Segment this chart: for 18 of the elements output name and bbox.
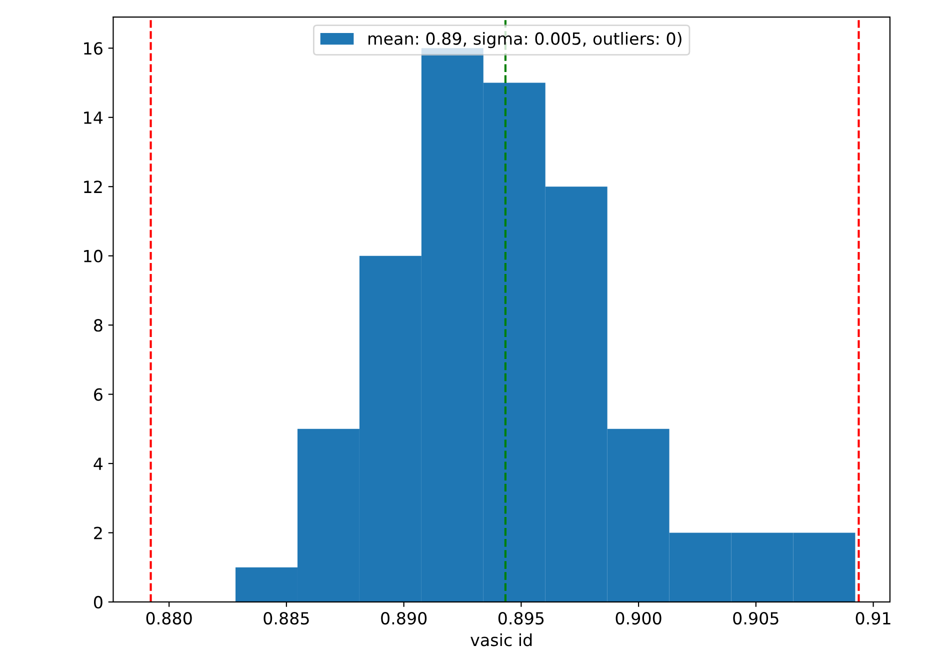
y-tick-label: 16 [84,42,102,55]
x-tick-label: 0.905 [733,612,778,625]
x-tick-label: 0.885 [264,612,309,625]
x-tick-label: 0.890 [381,612,427,625]
x-tick-label: 0.91 [856,612,890,625]
x-tick-label: 0.895 [498,612,544,625]
y-tick-label: 8 [94,319,102,332]
y-tick-label: 12 [84,180,102,193]
legend-label: mean: 0.89, sigma: 0.005, outliers: 0) [368,32,682,48]
y-tick-label: 6 [94,388,102,401]
y-tick-label: 4 [94,458,103,470]
y-tick-label: 0 [94,596,102,609]
x-tick-label: 0.880 [146,612,192,625]
y-tick-label: 10 [84,250,102,262]
y-tick-label: 2 [94,526,102,540]
x-axis-title: vasic id [470,633,532,646]
y-tick-label: 14 [84,112,103,124]
x-tick-label: 0.900 [616,612,662,625]
